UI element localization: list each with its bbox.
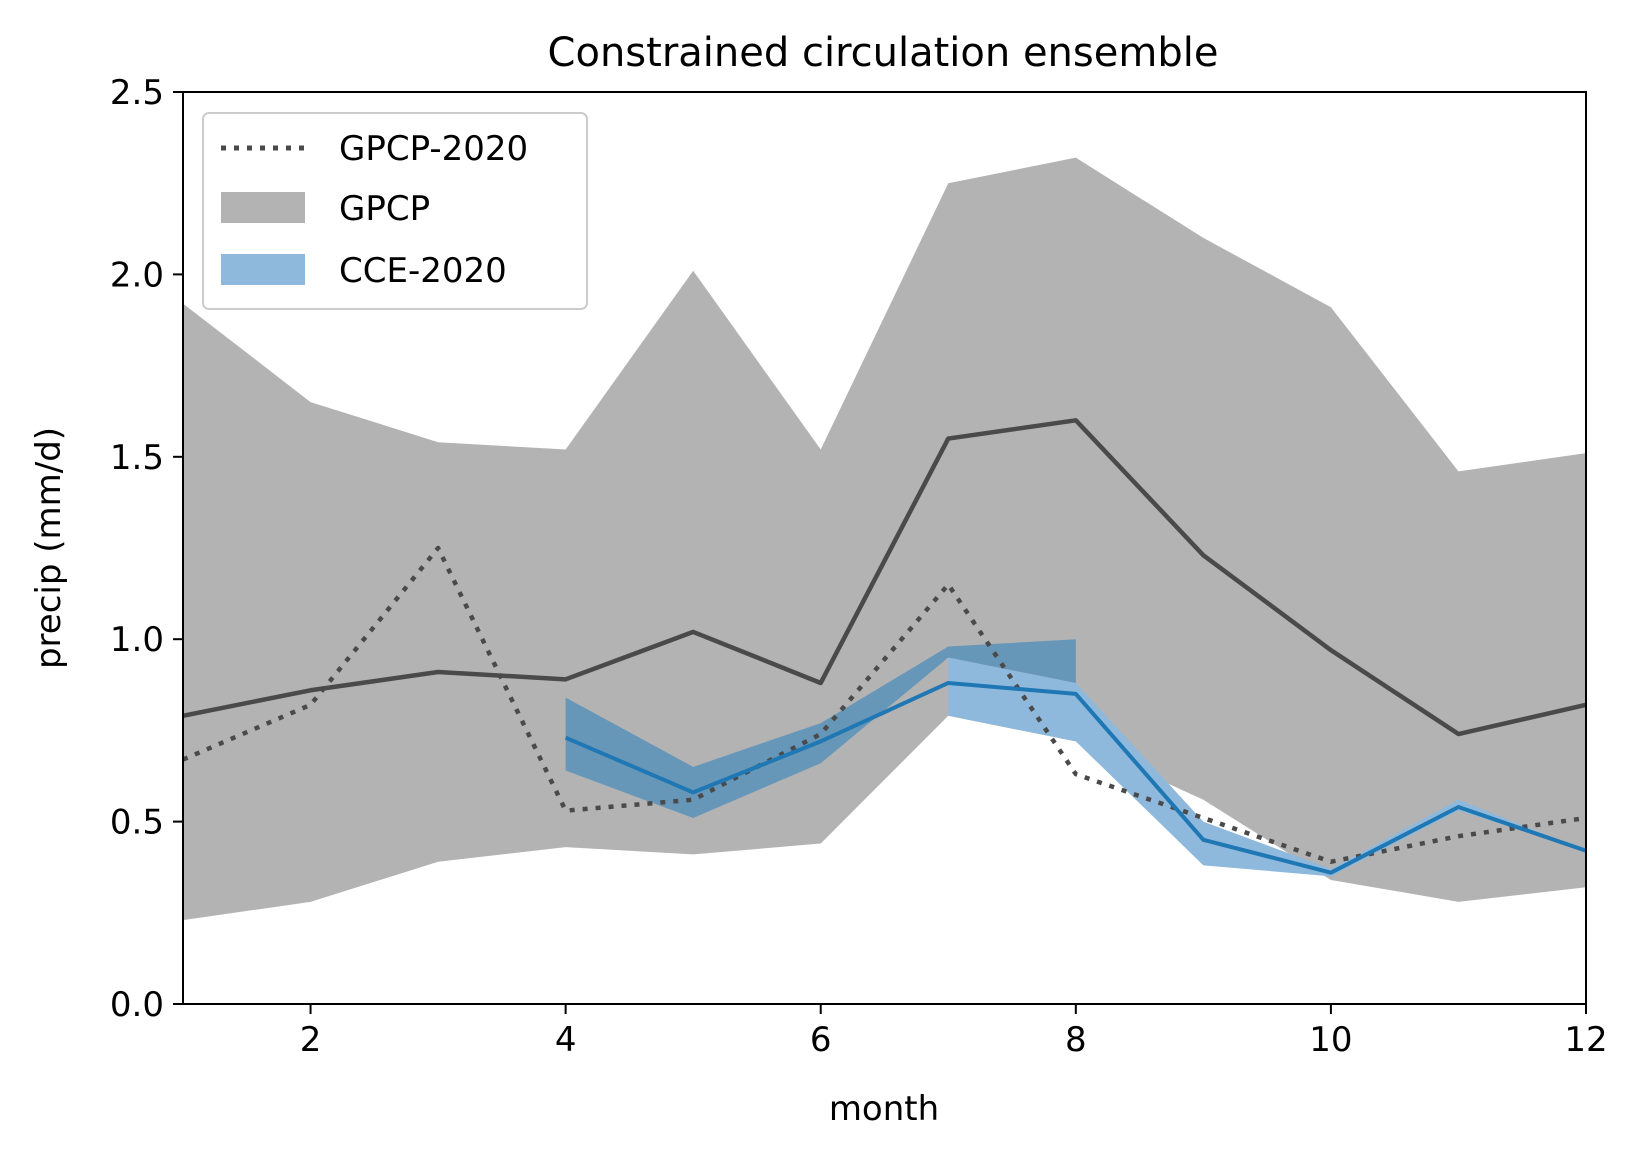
gpcp-band-0 [183,157,1586,921]
x-tick-label: 10 [1309,1020,1352,1060]
legend-label-gpcp-2020: GPCP-2020 [339,129,528,169]
legend-label-cce-2020: CCE-2020 [339,251,507,291]
legend: GPCP-2020 GPCP CCE-2020 [202,112,588,310]
y-axis: 0.0 0.5 1.0 1.5 2.0 2.5 [110,73,183,1025]
y-tick-label: 1.5 [110,438,164,478]
cce-2020-line-5 [564,680,1586,875]
y-tick-label: 1.0 [110,620,164,660]
y-axis-label: precip (mm/d) [29,427,69,669]
gpcp-line-1 [183,418,1586,737]
x-tick-label: 2 [300,1020,322,1060]
series-layer [183,157,1586,921]
axes-frame [182,91,1587,1005]
x-axis-label: month [829,1089,939,1129]
y-tick-label: 0.5 [110,803,164,843]
x-tick-label: 12 [1564,1020,1607,1060]
legend-marker-cce-2020 [221,254,305,285]
legend-label-gpcp: GPCP [339,189,430,229]
x-axis: 2 4 6 8 10 12 [300,1004,1608,1060]
chart-title: Constrained circulation ensemble [548,30,1219,76]
overlap-band-4 [565,639,1076,818]
y-tick-label: 2.5 [110,73,164,113]
y-tick-label: 0.0 [110,985,164,1025]
x-tick-label: 4 [555,1020,577,1060]
plot-area [183,157,1586,921]
x-tick-label: 6 [810,1020,832,1060]
x-tick-label: 8 [1065,1020,1087,1060]
gpcp-2020-dotted-line-2 [183,545,1586,864]
legend-marker-gpcp [221,192,305,223]
y-tick-label: 2.0 [110,255,164,295]
